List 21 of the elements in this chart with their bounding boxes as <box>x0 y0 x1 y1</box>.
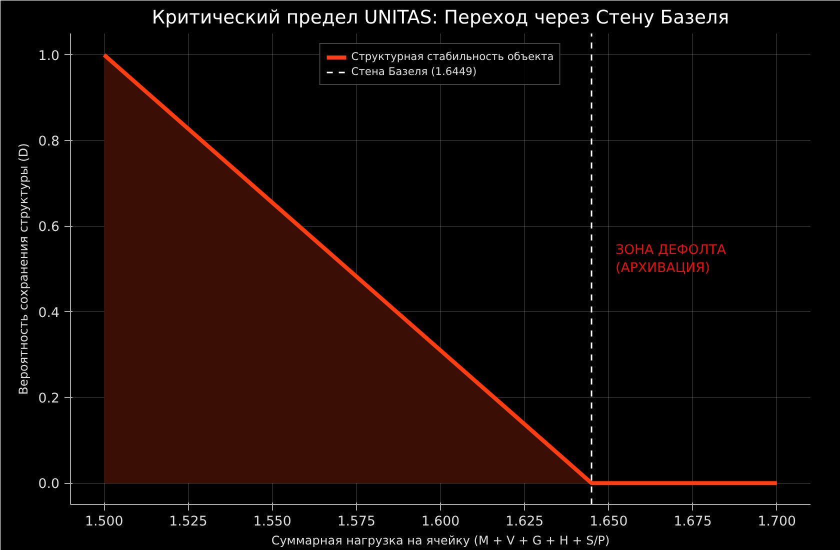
y-axis-title: Вероятность сохранения структуры (D) <box>16 143 30 395</box>
x-tick-label: 1.525 <box>169 514 208 530</box>
x-tick-label: 1.700 <box>758 514 796 530</box>
y-tick-label: 0.6 <box>38 220 60 236</box>
x-tick-label: 1.650 <box>590 514 628 530</box>
y-tick-label: 1.0 <box>38 48 60 64</box>
y-tick-label: 0.2 <box>38 391 60 406</box>
ref-line-label: Стена Базеля (1.6449) <box>351 65 477 78</box>
annotation: ЗОНА ДЕФОЛТА (АРХИВАЦИЯ) <box>616 243 726 276</box>
x-axis-title: Суммарная нагрузка на ячейку (M + V + G + H + S/P) <box>271 534 610 548</box>
x-tick-label: 1.500 <box>85 514 124 530</box>
legend-label: Структурная стабильность объекта <box>351 50 554 63</box>
x-tick-label: 1.575 <box>337 514 376 530</box>
x-tick-label: 1.625 <box>506 514 544 530</box>
y-tick-label: 0.4 <box>38 306 60 321</box>
x-tick-label: 1.550 <box>253 514 292 530</box>
chart-title: Критический предел UNITAS: Переход через Стену Базеля <box>152 8 730 28</box>
x-tick-label: 1.600 <box>421 514 460 530</box>
y-tick-label: 0.0 <box>38 477 60 492</box>
y-tick-label: 0.8 <box>38 134 60 150</box>
x-tick-label: 1.675 <box>674 514 712 530</box>
